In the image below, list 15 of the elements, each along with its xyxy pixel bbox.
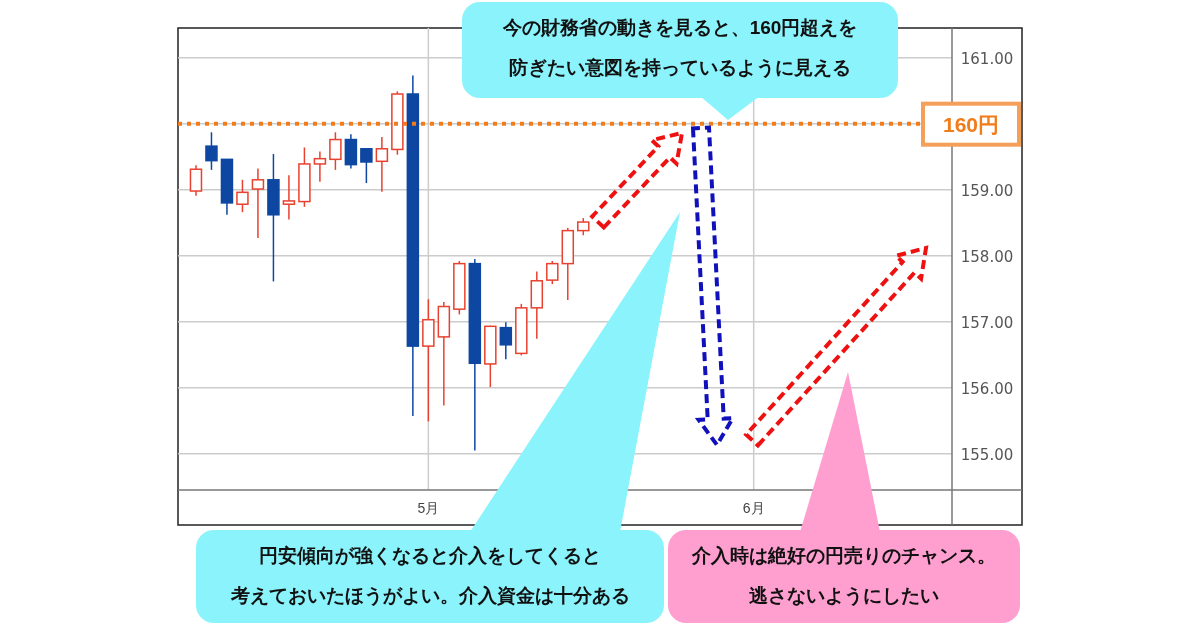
y-tick-label: 157.00 (960, 313, 1014, 332)
text: 介入時は絶好の円売りのチャンス。 (691, 544, 997, 568)
y-tick-label: 155.00 (960, 445, 1014, 464)
text: 逃さないようにしたい (748, 584, 940, 608)
x-tick-label: 6月 (742, 500, 765, 516)
text: 考えておいたほうがよい。介入資金は十分ある (229, 584, 631, 608)
annotation: 今の財務省の動きを見ると、160円超えを (501, 16, 859, 40)
y-tick-label: 156.00 (960, 379, 1014, 398)
text: 円安傾向が強くなると介入をしてくると (258, 544, 602, 568)
x-tick-label: 5月 (417, 500, 440, 516)
y-tick-label: 158.00 (960, 247, 1014, 266)
y-tick-label: 161.00 (960, 49, 1014, 68)
y-tick-label: 159.00 (960, 181, 1014, 200)
ref-line-label: 160円 (942, 112, 1000, 136)
annotation: 防ぎたい意図を持っているように見える (508, 56, 852, 80)
